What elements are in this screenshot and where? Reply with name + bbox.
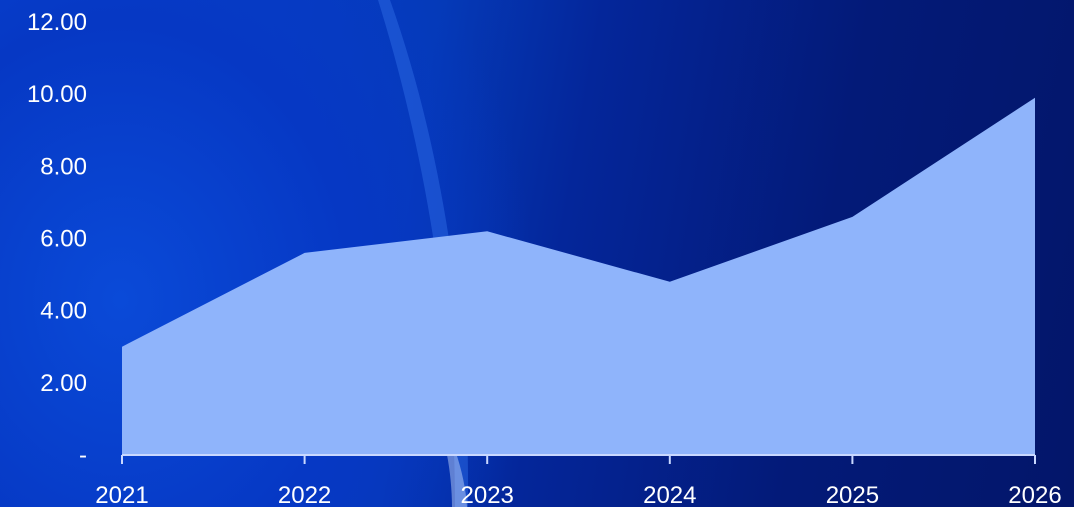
x-tick-label: 2022 [278,482,331,507]
x-tick-label: 2023 [461,482,514,507]
x-tick-label: 2025 [826,482,879,507]
x-axis-tick-labels: 2021 2022 2023 2024 2025 2026 [95,482,1061,507]
x-tick-label: 2024 [643,482,696,507]
y-tick-label: - [79,442,87,469]
y-tick-label: 8.00 [40,153,87,180]
y-tick-label: 6.00 [40,226,87,253]
y-tick-label: 10.00 [27,81,87,108]
y-tick-label: 12.00 [27,9,87,36]
x-axis-ticks [121,455,1036,464]
x-tick-label: 2021 [95,482,148,507]
y-tick-label: 4.00 [40,298,87,325]
series-area [122,97,1035,456]
x-tick-label: 2026 [1008,482,1061,507]
y-tick-label: 2.00 [40,370,87,397]
y-axis-tick-labels: - 2.00 4.00 6.00 8.00 10.00 12.00 [27,9,87,469]
